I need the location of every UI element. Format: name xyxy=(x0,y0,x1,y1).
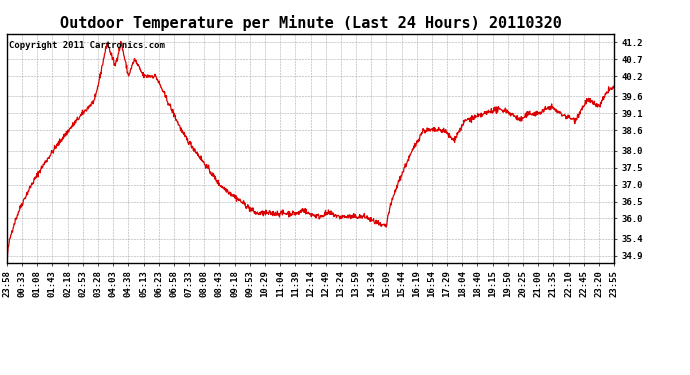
Text: Copyright 2011 Cartronics.com: Copyright 2011 Cartronics.com xyxy=(9,40,165,50)
Title: Outdoor Temperature per Minute (Last 24 Hours) 20110320: Outdoor Temperature per Minute (Last 24 … xyxy=(59,15,562,31)
